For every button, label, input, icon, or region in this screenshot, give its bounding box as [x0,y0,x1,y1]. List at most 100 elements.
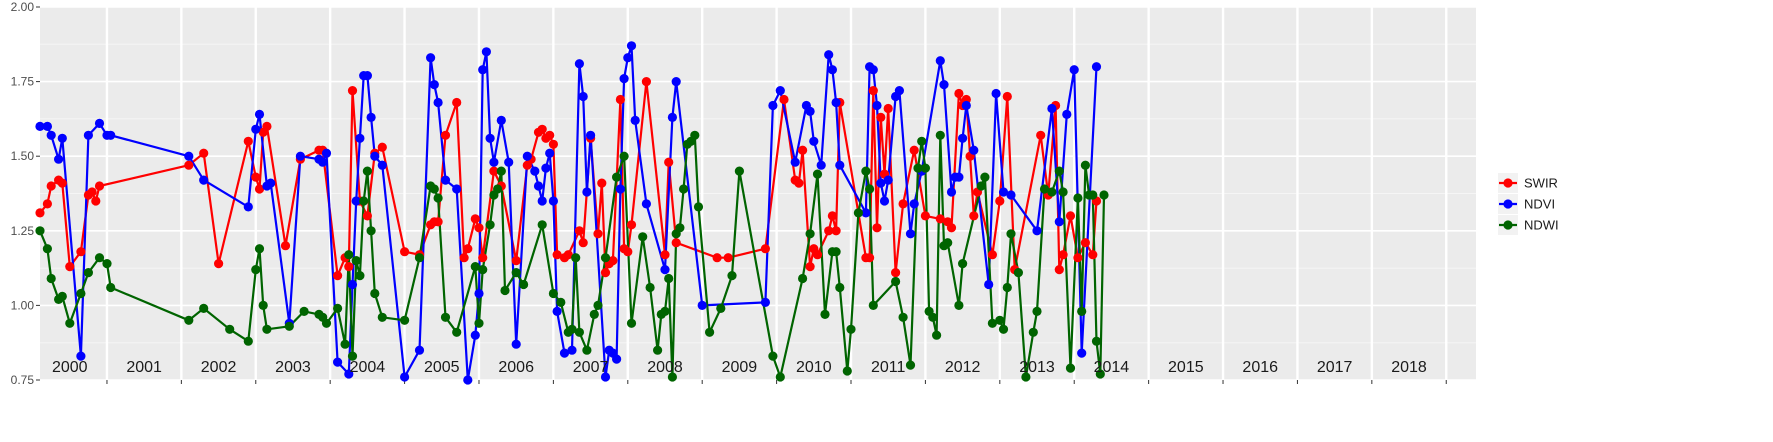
data-point-ndvi [1069,65,1079,75]
data-point-ndwi [913,163,923,173]
data-point-ndvi [991,88,1001,99]
data-point-ndwi [1032,306,1042,316]
data-point-ndvi [429,80,439,90]
data-point-ndvi [541,163,551,173]
data-point-ndwi [600,253,611,263]
data-point-ndvi [478,65,488,75]
data-point-swir [478,253,488,263]
data-point-ndwi [35,226,45,236]
data-point-ndvi [83,130,93,140]
data-point-swir [94,181,105,191]
data-point-ndvi [790,157,800,167]
data-point-ndvi [768,100,778,111]
data-point-swir [824,226,834,236]
data-point-ndwi [574,327,585,337]
year-label: 2003 [275,359,311,376]
data-point-ndwi [1065,363,1076,373]
data-point-ndvi [586,130,596,140]
data-point-swir [243,136,253,146]
data-point-ndvi [76,351,86,361]
data-point-ndvi [184,151,194,161]
data-point-swir [712,253,722,263]
data-point-swir [452,97,462,108]
data-point-ndwi [355,271,365,281]
data-point-ndvi [1062,109,1072,119]
data-point-ndvi [414,345,425,355]
data-point-ndwi [83,268,93,278]
year-label: 2006 [498,359,534,376]
data-point-ndvi [946,187,957,197]
data-point-ndwi [868,300,878,310]
data-point-ndvi [630,115,640,125]
year-label: 2002 [201,359,237,376]
data-point-ndwi [1058,187,1068,197]
year-label: 2000 [52,359,88,376]
data-point-swir [794,178,804,188]
data-point-swir [35,208,45,218]
data-point-swir [76,247,86,257]
data-point-ndwi [619,151,629,161]
data-point-ndwi [251,265,261,275]
data-point-swir [876,112,886,122]
data-point-ndvi [876,178,886,188]
data-point-ndwi [820,309,830,319]
data-point-ndwi [548,288,559,299]
data-point-ndvi [868,65,878,75]
data-point-ndvi [969,145,979,155]
x-axis-ticks [106,380,1447,384]
data-point-ndvi [619,74,629,84]
year-label: 2012 [945,359,981,376]
y-tick-label: 1.00 [11,298,35,312]
year-label: 2016 [1242,359,1278,376]
data-point-swir [891,268,901,278]
data-point-ndwi [768,351,778,361]
data-point-swir [344,262,354,272]
data-point-ndvi [35,121,45,131]
data-point-ndvi [266,178,276,188]
data-point-swir [1073,253,1083,263]
data-point-ndwi [347,351,358,361]
data-point-ndwi [567,324,577,334]
data-point-ndwi [980,172,990,182]
data-point-ndwi [1080,160,1090,170]
data-point-swir [87,187,97,197]
data-point-ndwi [645,282,655,293]
data-point-ndvi [254,109,265,119]
legend-key-point [1503,220,1513,230]
data-point-ndwi [106,282,116,293]
data-point-ndvi [94,118,105,128]
data-point-ndwi [485,220,495,230]
data-point-ndwi [987,318,998,328]
data-point-ndwi [1021,372,1031,382]
data-point-swir [459,253,469,263]
legend-key-point [1503,178,1513,188]
data-point-ndwi [798,273,808,284]
data-point-ndvi [671,77,681,87]
data-point-ndvi [463,375,473,385]
data-point-swir [946,223,957,233]
year-labels: 2000 2001 2002 2003 2004 2005 2006 2007 2008 2009… [52,359,1427,376]
data-point-ndwi [474,318,484,328]
data-point-ndvi [496,115,506,125]
data-point-swir [377,142,387,152]
data-point-ndwi [1073,193,1083,203]
data-point-ndwi [675,223,685,233]
data-point-swir [615,94,626,105]
data-point-ndwi [65,318,75,328]
data-point-ndwi [46,273,56,284]
data-point-ndvi [626,41,637,51]
data-point-swir [779,94,789,105]
data-point-ndvi [481,47,491,57]
data-point-ndwi [470,262,480,272]
data-point-swir [46,181,56,191]
data-point-swir [1080,238,1090,248]
data-point-swir [865,253,875,263]
data-point-ndvi [1054,217,1064,227]
data-point-ndwi [366,226,376,236]
data-point-ndvi [452,184,462,194]
data-point-ndwi [299,306,309,316]
data-point-ndvi [485,133,495,143]
legend-label-ndvi: NDVI [1524,197,1555,212]
data-point-ndvi [545,148,555,158]
